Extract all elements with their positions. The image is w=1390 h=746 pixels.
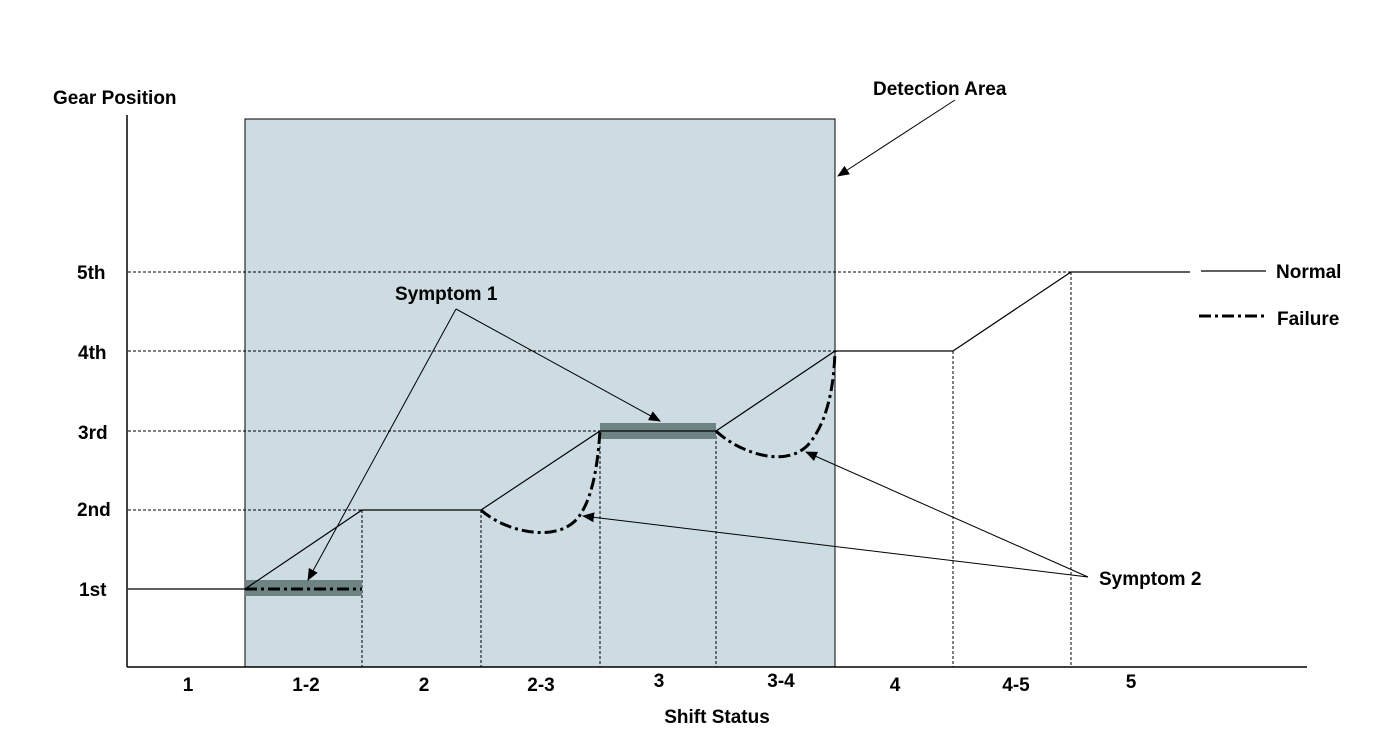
failure-lines bbox=[245, 350, 837, 591]
callouts bbox=[307, 99, 1089, 581]
x-tick-4-5: 4-5 bbox=[1002, 675, 1030, 696]
y-tick-1st: 1st bbox=[79, 580, 107, 601]
x-tick-1-2: 1-2 bbox=[292, 675, 319, 696]
symptom1-arrow-right bbox=[455, 308, 661, 422]
x-tick-2: 2 bbox=[419, 675, 430, 696]
gear-guides bbox=[128, 271, 1071, 511]
symptom2-arrow-right bbox=[805, 451, 1089, 578]
x-tick-2-3: 2-3 bbox=[527, 675, 554, 696]
detection-area-label: Detection Area bbox=[873, 79, 1007, 100]
symptom1-bar-1st bbox=[245, 580, 362, 596]
x-tick-5: 5 bbox=[1126, 672, 1137, 693]
symptom1-arrow-left bbox=[307, 308, 457, 581]
y-axis-title: Gear Position bbox=[53, 88, 177, 109]
x-tick-4: 4 bbox=[890, 675, 901, 696]
normal-line bbox=[128, 271, 1190, 590]
y-tick-2nd: 2nd bbox=[77, 500, 111, 521]
detection-area-arrow bbox=[837, 99, 956, 177]
failure-dip-3-4 bbox=[714, 350, 837, 459]
y-tick-4th: 4th bbox=[78, 343, 107, 364]
legend-normal-label: Normal bbox=[1276, 262, 1341, 283]
y-tick-5th: 5th bbox=[77, 263, 106, 284]
x-axis-title: Shift Status bbox=[664, 707, 770, 728]
detection-area bbox=[244, 118, 836, 668]
symptom1-label: Symptom 1 bbox=[395, 284, 498, 305]
x-tick-3: 3 bbox=[654, 671, 665, 692]
legend-failure-label: Failure bbox=[1277, 309, 1339, 330]
symptom2-arrow-left bbox=[582, 512, 1089, 578]
y-tick-3rd: 3rd bbox=[78, 423, 108, 444]
failure-dip-2-3 bbox=[479, 430, 602, 535]
segment-guides bbox=[361, 272, 1072, 667]
x-tick-3-4: 3-4 bbox=[767, 671, 795, 692]
x-tick-1: 1 bbox=[183, 675, 194, 696]
symptom2-label: Symptom 2 bbox=[1099, 569, 1201, 590]
